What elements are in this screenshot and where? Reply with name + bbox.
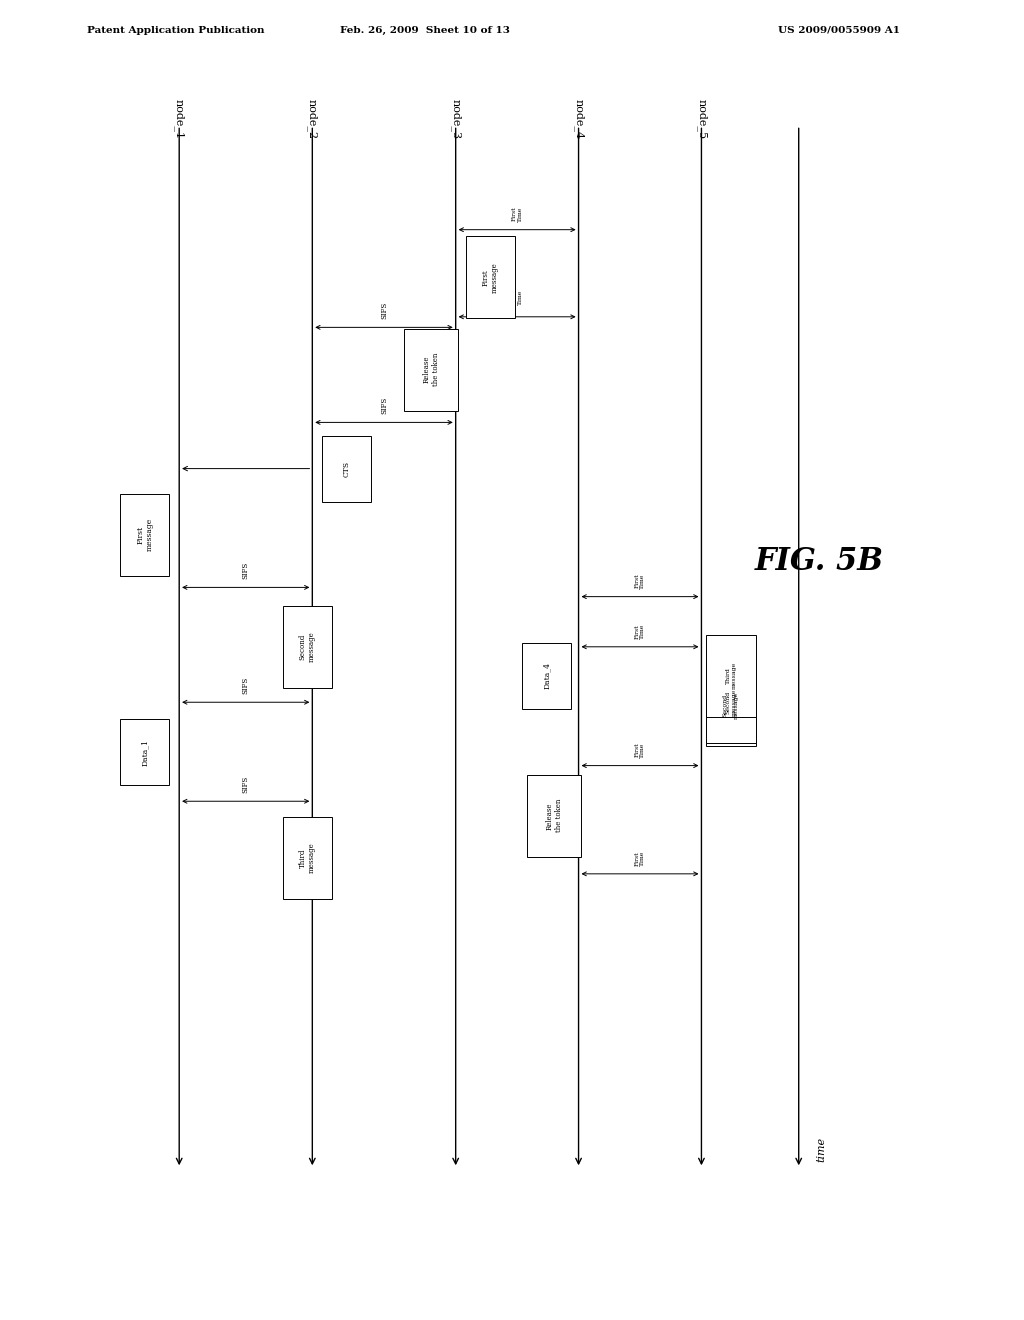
Text: Feb. 26, 2009  Sheet 10 of 13: Feb. 26, 2009 Sheet 10 of 13 xyxy=(340,26,510,34)
Text: SIFS: SIFS xyxy=(380,397,388,414)
Bar xyxy=(522,643,571,709)
Text: Second
message: Second message xyxy=(299,631,316,663)
Text: First
message: First message xyxy=(136,517,154,552)
Bar xyxy=(283,817,332,899)
Text: Third
message: Third message xyxy=(726,663,736,689)
Bar xyxy=(120,719,169,785)
Text: First
Time: First Time xyxy=(635,742,645,758)
Text: First
Time: First Time xyxy=(512,206,522,222)
Text: node_5: node_5 xyxy=(696,99,707,139)
Bar xyxy=(707,661,756,743)
Text: time: time xyxy=(816,1137,826,1162)
Bar xyxy=(404,329,458,411)
Text: node_2: node_2 xyxy=(307,99,317,139)
Bar xyxy=(283,606,332,688)
Text: Data_1: Data_1 xyxy=(140,739,148,766)
Text: Release
the token: Release the token xyxy=(423,352,439,387)
Text: US 2009/0055909 A1: US 2009/0055909 A1 xyxy=(778,26,900,34)
Text: First
Time: First Time xyxy=(635,850,645,866)
Bar xyxy=(466,236,515,318)
Text: node_1: node_1 xyxy=(174,99,184,139)
Bar xyxy=(707,635,756,717)
Text: SIFS: SIFS xyxy=(242,677,250,694)
Text: FIG. 5B: FIG. 5B xyxy=(755,545,884,577)
Text: First
Time: First Time xyxy=(635,623,645,639)
Text: SIFS: SIFS xyxy=(242,776,250,793)
Text: Second
message: Second message xyxy=(726,689,736,715)
Text: Second

message: Second message xyxy=(723,692,739,718)
Text: Patent Application Publication: Patent Application Publication xyxy=(87,26,264,34)
Text: node_3: node_3 xyxy=(451,99,461,139)
Text: Third
message: Third message xyxy=(299,842,316,874)
Text: SIFS: SIFS xyxy=(242,562,250,579)
Bar xyxy=(120,494,169,576)
Bar xyxy=(323,436,372,502)
Text: Release
the token: Release the token xyxy=(546,799,562,833)
Text: CTS: CTS xyxy=(343,461,351,477)
Bar xyxy=(707,664,756,746)
Text: SIFS: SIFS xyxy=(380,302,388,319)
Text: First
Time: First Time xyxy=(635,573,645,589)
Text: node_4: node_4 xyxy=(573,99,584,139)
Text: Second
Time: Second Time xyxy=(512,285,522,309)
Text: Data_4: Data_4 xyxy=(543,663,551,689)
Bar xyxy=(527,775,581,857)
Text: First
message: First message xyxy=(481,261,499,293)
